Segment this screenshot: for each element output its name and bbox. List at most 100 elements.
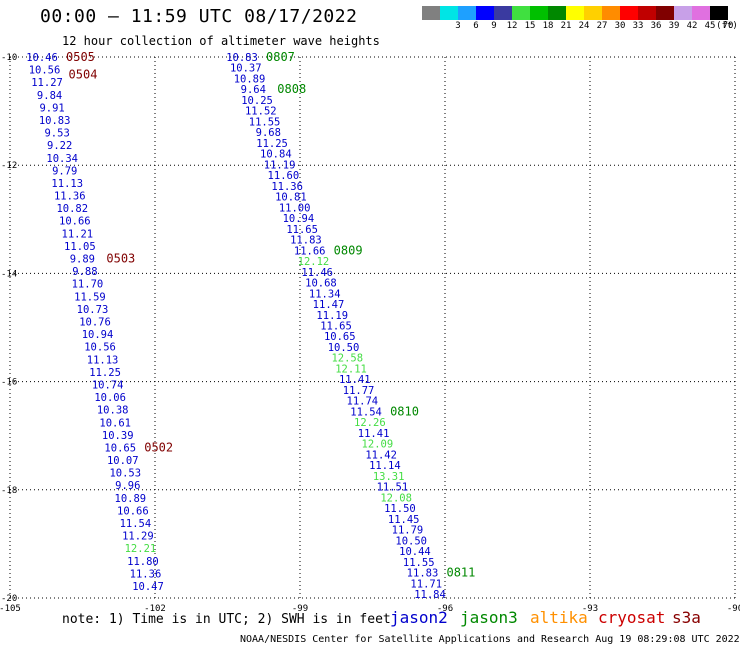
track-east-swh-value: 12.11 [335,363,367,375]
y-tick-label: -20 [1,594,17,604]
track-west-swh-value: 11.36 [54,191,86,203]
track-east-swh-value: 11.55 [403,557,435,569]
track-west-swh-value: 9.89 [70,254,95,266]
track-east-swh-value: 12.58 [331,353,363,365]
x-tick-label: -96 [437,604,453,614]
track-west-swh-value: 11.54 [120,518,152,530]
track-east-swh-value: 12.26 [354,417,386,429]
legend-swatch [512,6,530,20]
track-west-swh-value: 10.53 [109,468,141,480]
track-east-swh-value: 11.25 [256,138,288,150]
legend-swatch [584,6,602,20]
track-east-swh-value: 11.84 [414,589,446,601]
y-tick-label: -14 [1,269,17,279]
track-west-swh-value: 11.80 [127,556,159,568]
track-east-swh-value: 10.94 [283,213,315,225]
track-west-swh-value: 9.96 [115,480,140,492]
track-east-swh-value: 11.19 [316,310,348,322]
legend-label: 6 [473,21,479,31]
legend-label: 21 [560,21,572,31]
mission-jason2: jason2 [390,608,448,627]
track-west-swh-value: 10.46 [26,52,58,64]
y-tick-label: -10 [1,53,17,63]
track-west-swh-value: 10.56 [84,342,116,354]
legend-label: 3 [455,21,461,31]
track-east-swh-value: 11.54 [350,406,382,418]
legend-swatch [656,6,674,20]
track-west-swh-value: 10.07 [107,455,139,467]
track-east-swh-value: 10.68 [305,278,337,290]
track-east-swh-value: 11.42 [365,449,397,461]
track-west-swh-value: 11.21 [62,228,94,240]
track-west-swh-value: 11.27 [31,77,63,89]
track-west-swh-value: 10.06 [94,392,126,404]
mission-altika: altika [530,608,588,627]
legend-swatch [602,6,620,20]
track-east-swh-value: 11.71 [410,578,442,590]
track-east-time-label: 0807 [266,50,295,64]
legend-swatch [638,6,656,20]
track-east-swh-value: 11.60 [268,170,300,182]
y-tick-label: -16 [1,378,17,388]
track-west-time-label: 0505 [66,50,95,64]
track-east-swh-value: 11.83 [407,568,439,580]
legend-swatch [674,6,692,20]
track-east-swh-value: 11.45 [388,514,420,526]
x-tick-label: -102 [144,604,166,614]
track-east-swh-value: 11.19 [264,159,296,171]
track-east-swh-value: 10.37 [230,63,262,75]
track-east-swh-value: 11.74 [347,396,379,408]
track-east-swh-value: 10.89 [234,73,266,85]
chart-title: 00:00 – 11:59 UTC 08/17/2022 [40,6,358,27]
track-west-swh-value: 11.29 [122,531,154,543]
track-east-swh-value: 12.08 [380,492,412,504]
track-east-swh-value: 11.34 [309,288,341,300]
track-east-swh-value: 10.44 [399,546,431,558]
track-east-swh-value: 11.47 [313,299,345,311]
legend-swatch [548,6,566,20]
track-east-swh-value: 10.50 [328,342,360,354]
track-east-time-label: 0808 [277,82,306,96]
track-east-swh-value: 11.36 [271,181,303,193]
legend-label: 70 [722,21,734,31]
legend-label: 45 [704,21,716,31]
track-west-swh-value: 11.13 [51,178,83,190]
x-tick-label: -99 [292,604,308,614]
legend-swatch [440,6,458,20]
track-west-time-label: 0503 [106,252,135,266]
track-west-swh-value: 9.79 [52,165,77,177]
legend-label: 18 [542,21,554,31]
track-east-time-label: 0809 [334,243,363,257]
track-east-time-label: 0811 [446,566,475,580]
track-west-swh-value: 10.94 [82,329,114,341]
track-west-swh-value: 12.21 [125,543,157,555]
track-east-swh-value: 11.66 [294,245,326,257]
track-east-swh-value: 11.46 [301,267,333,279]
x-tick-label: -93 [582,604,598,614]
track-east-swh-value: 11.65 [320,321,352,333]
track-west-swh-value: 10.82 [56,203,88,215]
legend-swatch [494,6,512,20]
track-east-swh-value: 10.25 [241,95,273,107]
legend-label: 36 [650,21,662,31]
track-east-swh-value: 12.09 [362,439,394,451]
track-east-swh-value: 11.55 [249,116,281,128]
mission-s3a: s3a [672,608,701,627]
legend-label: 24 [578,21,590,31]
track-west-time-label: 0504 [69,68,98,82]
legend-swatch [422,6,440,20]
track-east-swh-value: 11.00 [279,202,311,214]
footer-credit: NOAA/NESDIS Center for Satellite Applica… [240,634,740,645]
track-west-swh-value: 11.59 [74,291,106,303]
legend-label: 33 [632,21,644,31]
track-east-swh-value: 12.12 [298,256,330,268]
legend-swatch [476,6,494,20]
legend-swatch [692,6,710,20]
track-west-swh-value: 11.13 [87,354,119,366]
legend-swatch [530,6,548,20]
mission-cryosat: cryosat [598,608,666,627]
track-west-swh-value: 10.66 [59,216,91,228]
track-west-swh-value: 10.65 [104,442,136,454]
track-west-swh-value: 9.91 [39,102,64,114]
track-west-swh-value: 11.05 [64,241,96,253]
